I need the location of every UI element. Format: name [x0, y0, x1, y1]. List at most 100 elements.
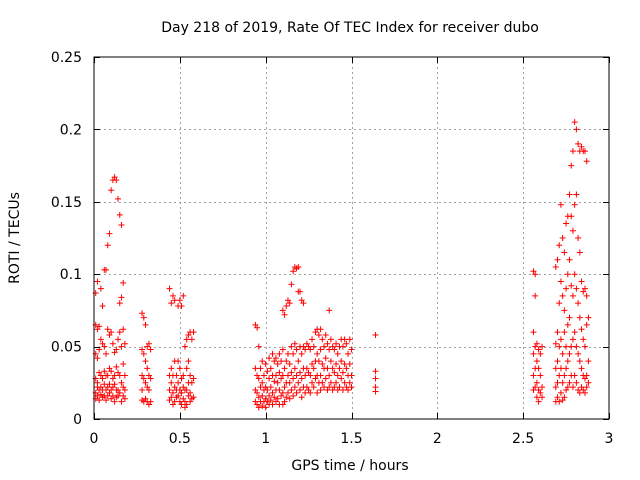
data-point	[286, 360, 293, 367]
data-point	[532, 384, 539, 391]
data-point	[333, 360, 340, 367]
data-point	[576, 249, 583, 256]
data-point	[569, 384, 576, 391]
data-point	[372, 375, 379, 382]
data-point	[255, 375, 262, 382]
data-point	[310, 384, 317, 391]
y-tick-label: 0	[73, 412, 82, 428]
data-point	[569, 227, 576, 234]
data-point	[552, 384, 559, 391]
data-point	[254, 389, 261, 396]
data-point	[552, 263, 559, 270]
data-point	[176, 297, 183, 304]
data-point	[559, 379, 566, 386]
data-point	[266, 355, 273, 362]
y-tick-label: 0.05	[51, 340, 82, 356]
axis-ticks	[94, 57, 610, 420]
data-point	[556, 300, 563, 307]
data-point	[341, 360, 348, 367]
data-point	[585, 358, 592, 365]
data-point	[317, 346, 324, 353]
data-point	[578, 326, 585, 333]
data-point	[561, 329, 568, 336]
data-point	[113, 177, 120, 184]
data-point	[566, 256, 573, 263]
data-point	[554, 379, 561, 386]
data-point	[259, 358, 266, 365]
data-point	[535, 398, 542, 405]
data-point	[578, 365, 585, 372]
data-point	[539, 394, 546, 401]
x-axis-label: GPS time / hours	[291, 458, 408, 474]
data-point	[346, 360, 353, 367]
data-point	[334, 350, 341, 357]
data-point	[279, 389, 286, 396]
data-point	[530, 329, 537, 336]
data-point	[190, 375, 197, 382]
data-point	[580, 336, 587, 343]
data-point	[557, 365, 564, 372]
data-point	[188, 336, 195, 343]
data-point	[561, 372, 568, 379]
data-point	[559, 292, 566, 299]
data-point	[185, 358, 192, 365]
data-point	[563, 365, 570, 372]
data-point	[297, 288, 303, 295]
data-point	[291, 340, 298, 347]
data-point	[338, 375, 345, 382]
data-point	[94, 278, 101, 285]
data-point	[539, 343, 546, 350]
data-point	[314, 350, 321, 357]
data-point	[581, 285, 588, 292]
data-point	[257, 365, 264, 372]
data-point	[532, 292, 539, 299]
data-point	[571, 372, 578, 379]
data-point	[326, 346, 333, 353]
data-point	[326, 384, 333, 391]
data-point	[254, 324, 261, 331]
data-point	[554, 394, 561, 401]
data-point	[571, 119, 578, 126]
data-point	[310, 343, 317, 350]
data-point	[180, 372, 187, 379]
y-tick-labels: 0 0.05 0.1 0.15 0.2 0.25	[51, 50, 82, 428]
data-point	[267, 365, 274, 372]
data-point	[171, 297, 178, 304]
data-point	[116, 372, 123, 379]
data-point	[329, 365, 336, 372]
data-point	[324, 340, 331, 347]
data-point	[539, 384, 546, 391]
data-point	[533, 394, 540, 401]
data-point	[568, 282, 575, 289]
data-point	[259, 392, 266, 399]
data-point	[578, 278, 585, 285]
data-point	[571, 271, 578, 278]
data-point	[295, 358, 302, 365]
data-point	[101, 381, 108, 388]
data-point	[120, 360, 127, 367]
chart-title: Day 218 of 2019, Rate Of TEC Index for r…	[161, 20, 539, 36]
data-point	[284, 350, 291, 357]
data-point	[145, 387, 152, 394]
data-point	[288, 343, 295, 350]
data-point	[180, 292, 187, 299]
data-point	[104, 372, 111, 379]
data-point	[372, 332, 379, 339]
data-point	[255, 343, 262, 350]
data-point	[176, 365, 183, 372]
data-point	[166, 285, 173, 292]
data-point	[99, 375, 106, 382]
data-point	[556, 372, 563, 379]
data-point	[530, 350, 537, 357]
data-point	[168, 300, 175, 307]
data-point	[324, 365, 331, 372]
data-point	[556, 242, 563, 249]
data-point	[108, 187, 115, 194]
data-point	[175, 358, 182, 365]
data-point	[96, 323, 103, 330]
data-point	[348, 372, 355, 379]
data-point	[255, 394, 262, 401]
data-point	[554, 329, 561, 336]
data-point	[331, 384, 338, 391]
